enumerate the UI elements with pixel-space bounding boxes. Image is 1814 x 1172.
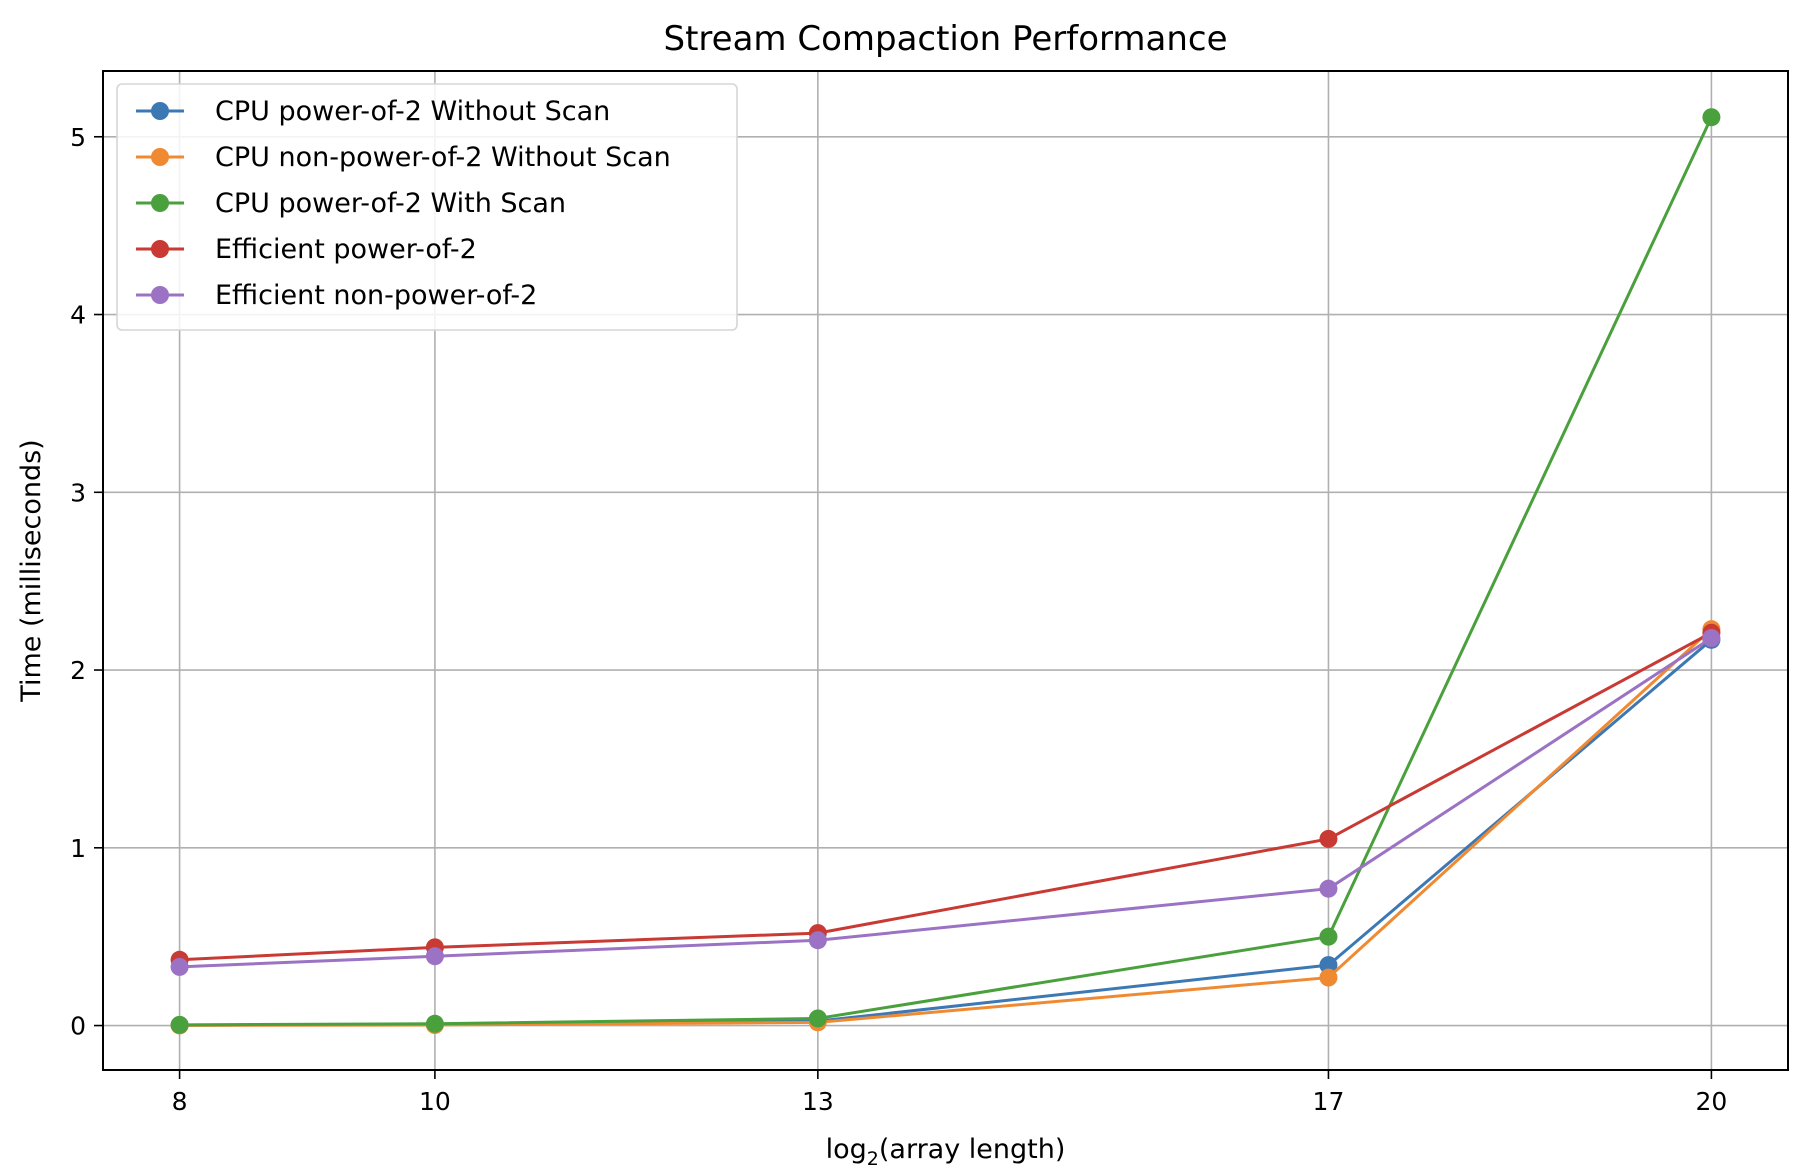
legend-item: CPU power-of-2 Without Scan [136, 96, 610, 127]
legend-item: CPU power-of-2 With Scan [136, 188, 566, 219]
data-point [170, 1015, 189, 1034]
x-axis-label: log2(array length) [826, 1134, 1066, 1170]
x-axis-label-pre: log [826, 1134, 867, 1165]
y-axis-label: Time (milliseconds) [16, 439, 47, 702]
series-line [179, 628, 1713, 1027]
data-point [808, 1009, 827, 1028]
x-tick-label: 20 [1696, 1087, 1728, 1116]
y-tick-label: 3 [70, 478, 86, 507]
x-tick-label: 8 [172, 1087, 188, 1116]
data-point [425, 1014, 444, 1033]
legend-item: Efficient non-power-of-2 [136, 280, 537, 311]
legend-label: Efficient power-of-2 [215, 234, 477, 265]
series-line [179, 631, 1713, 962]
series-line [179, 636, 1713, 969]
legend-label: CPU non-power-of-2 Without Scan [215, 142, 671, 173]
data-point [808, 931, 827, 950]
legend-marker [151, 194, 169, 212]
legend-label: CPU power-of-2 With Scan [215, 188, 566, 219]
series [170, 623, 1721, 969]
x-tick-label: 17 [1313, 1087, 1345, 1116]
legend-item: Efficient power-of-2 [136, 234, 477, 265]
data-point [1702, 108, 1721, 127]
series-layer [170, 108, 1721, 1035]
legend-marker [151, 240, 169, 258]
data-point [425, 947, 444, 966]
legend-marker [151, 102, 169, 120]
legend: CPU power-of-2 Without Scan CPU non-power… [116, 83, 738, 331]
data-point [1319, 879, 1338, 898]
axis-ticks: 8 10 13 17 20 0 1 2 3 4 5 [70, 123, 1727, 1116]
legend-item: CPU non-power-of-2 Without Scan [136, 142, 671, 173]
data-point [1319, 829, 1338, 848]
legend-marker [151, 148, 169, 166]
legend-marker [151, 286, 169, 304]
y-tick-label: 2 [70, 656, 86, 685]
series-line [179, 638, 1713, 1027]
x-axis-label-sub: 2 [867, 1148, 879, 1170]
chart-title: Stream Compaction Performance [664, 19, 1228, 59]
y-tick-label: 0 [70, 1012, 86, 1041]
series [170, 629, 1721, 976]
plot-area [102, 70, 1789, 1071]
legend-box [116, 83, 738, 331]
data-point [170, 957, 189, 976]
y-tick-label: 5 [70, 123, 86, 152]
legend-label: CPU power-of-2 Without Scan [215, 96, 610, 127]
x-tick-label: 10 [419, 1087, 451, 1116]
y-tick-label: 4 [70, 301, 86, 330]
y-tick-label: 1 [70, 834, 86, 863]
series [170, 620, 1721, 1035]
legend-label: Efficient non-power-of-2 [215, 280, 537, 311]
series [170, 108, 1721, 1034]
data-point [1319, 927, 1338, 946]
data-point [1319, 968, 1338, 987]
data-point [1702, 629, 1721, 648]
x-tick-label: 13 [802, 1087, 834, 1116]
data-point [1319, 956, 1338, 975]
x-axis-label-post: (array length) [879, 1134, 1066, 1165]
